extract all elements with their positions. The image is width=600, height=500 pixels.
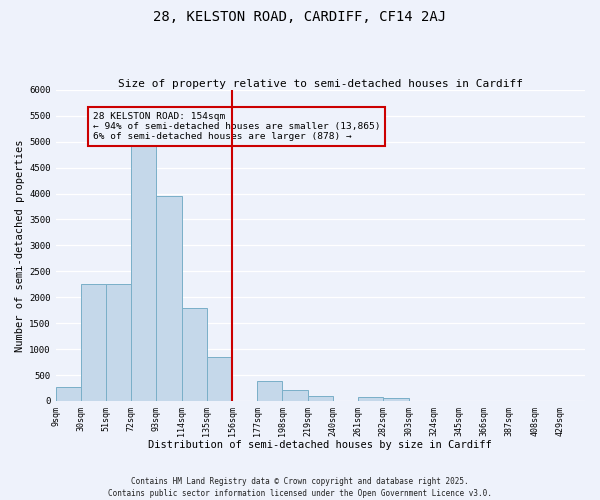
Bar <box>106 284 131 401</box>
Bar <box>207 357 232 401</box>
Bar <box>157 196 182 401</box>
Bar <box>257 382 283 401</box>
Y-axis label: Number of semi-detached properties: Number of semi-detached properties <box>15 139 25 352</box>
Bar <box>283 390 308 401</box>
Bar <box>182 308 207 401</box>
Bar <box>81 284 106 401</box>
Text: Contains HM Land Registry data © Crown copyright and database right 2025.
Contai: Contains HM Land Registry data © Crown c… <box>108 476 492 498</box>
X-axis label: Distribution of semi-detached houses by size in Cardiff: Distribution of semi-detached houses by … <box>148 440 492 450</box>
Bar <box>131 144 157 401</box>
Bar <box>358 397 383 401</box>
Bar <box>308 396 333 401</box>
Title: Size of property relative to semi-detached houses in Cardiff: Size of property relative to semi-detach… <box>118 79 523 89</box>
Bar <box>56 387 81 401</box>
Text: 28, KELSTON ROAD, CARDIFF, CF14 2AJ: 28, KELSTON ROAD, CARDIFF, CF14 2AJ <box>154 10 446 24</box>
Text: 28 KELSTON ROAD: 154sqm
← 94% of semi-detached houses are smaller (13,865)
6% of: 28 KELSTON ROAD: 154sqm ← 94% of semi-de… <box>92 112 380 142</box>
Bar <box>383 398 409 401</box>
